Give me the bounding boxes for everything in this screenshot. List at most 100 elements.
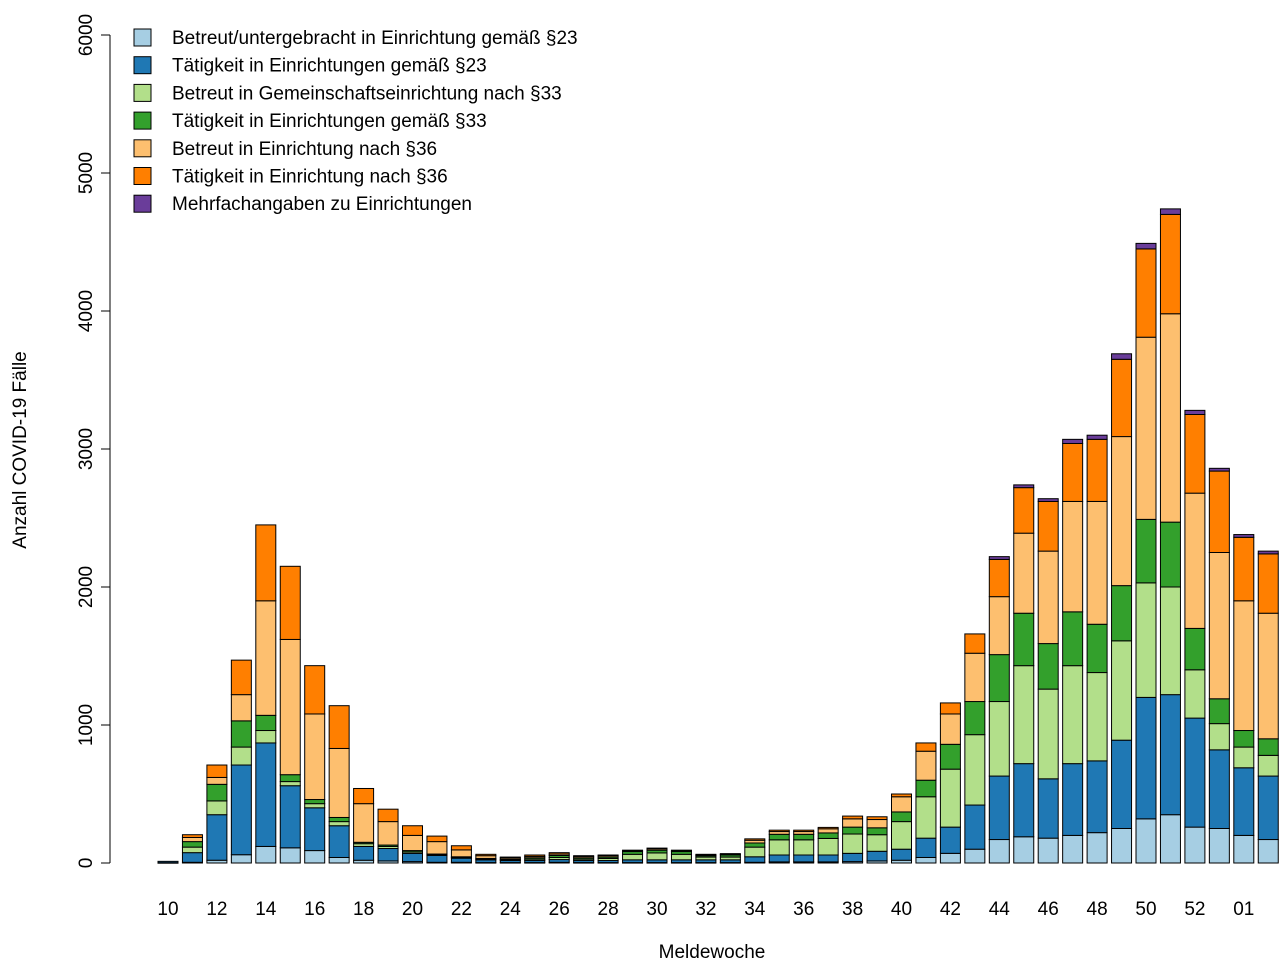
bar-segment-52-s6 [1184,409,1206,415]
bar-stack-12 [206,764,228,864]
bar-stack-26 [548,852,570,864]
bar-segment-35-s2 [768,839,790,856]
bar-segment-53-s1 [1208,749,1230,830]
bar-segment-13-s2 [230,746,252,766]
bar-segment-16-s0 [304,850,326,864]
bar-segment-50-s0 [1135,818,1157,864]
bar-segment-52-s3 [1184,627,1206,671]
bar-segment-13-s5 [230,659,252,696]
bar-segment-49-s3 [1111,585,1133,642]
bar-segment-50-s1 [1135,696,1157,820]
bar-stack-42 [939,702,961,864]
bar-segment-22-s1 [450,857,472,863]
bar-segment-12-s4 [206,776,228,785]
bar-segment-12-s1 [206,814,228,861]
bar-stack-36 [793,829,815,864]
bar-stack-47 [1062,438,1084,864]
bar-segment-45-s1 [1013,763,1035,838]
bar-segment-46-s0 [1037,837,1059,864]
bar-stack-37 [817,826,839,864]
bar-segment-01-s6 [1233,534,1255,538]
bar-segment-02-s1 [1257,775,1279,841]
bar-segment-11-s1 [181,852,203,863]
bar-segment-17-s4 [328,747,350,818]
bar-segment-29-s5 [622,849,644,852]
bar-segment-33-s5 [719,853,741,855]
bar-stack-01 [1233,534,1255,864]
bar-segment-40-s5 [891,793,912,798]
bar-stack-50 [1135,242,1157,864]
bar-segment-02-s5 [1257,553,1279,614]
bar-segment-16-s1 [304,807,326,852]
bar-segment-50-s5 [1135,248,1157,338]
x-tick-label-10: 10 [157,899,178,920]
bar-stack-35 [768,829,790,864]
bar-segment-40-s2 [891,821,912,850]
bar-segment-14-s5 [255,524,277,602]
bar-segment-38-s3 [842,826,864,835]
bar-segment-11-s3 [181,841,203,848]
bar-segment-44-s0 [988,839,1010,864]
bar-segment-15-s5 [279,565,301,640]
bar-segment-48-s0 [1086,832,1108,864]
bar-segment-48-s1 [1086,760,1108,834]
y-tick-label-5: 5000 [76,152,97,194]
bar-segment-52-s5 [1184,414,1206,494]
bar-segment-37-s3 [817,832,839,839]
bar-stack-11 [181,834,203,864]
bar-stack-17 [328,705,350,864]
bar-segment-49-s0 [1111,828,1133,864]
bar-stack-48 [1086,434,1108,864]
bar-segment-28-s5 [597,854,619,857]
bar-segment-36-s1 [793,854,815,863]
bar-segment-23-s5 [475,853,497,857]
bar-segment-45-s6 [1013,484,1035,489]
bar-segment-42-s1 [939,826,961,854]
x-tick-label-28: 28 [598,899,619,920]
bar-segment-12-s2 [206,800,228,816]
bar-segment-16-s3 [304,799,326,805]
bar-segment-17-s3 [328,816,350,823]
bar-segment-41-s0 [915,856,937,864]
x-tick-label-46: 46 [1038,899,1059,920]
bar-stack-29 [622,849,644,864]
bar-segment-19-s5 [377,808,399,823]
bar-segment-46-s1 [1037,778,1059,839]
bar-segment-47-s3 [1062,611,1084,667]
bar-segment-51-s0 [1159,814,1181,864]
bar-stack-18 [353,787,375,864]
bar-segment-50-s4 [1135,336,1157,520]
bar-segment-02-s2 [1257,754,1279,777]
bar-segment-32-s5 [695,853,717,856]
bar-segment-01-s2 [1233,746,1255,769]
y-axis: 0 1000 2000 3000 4000 5000 6000 [76,14,111,868]
x-axis-label: Meldewoche [659,942,766,963]
bar-stack-43 [964,633,986,864]
bar-segment-14-s2 [255,730,277,744]
bar-segment-41-s1 [915,837,937,858]
bar-segment-52-s0 [1184,826,1206,864]
bar-segment-45-s4 [1013,532,1035,614]
bar-segment-11-s4 [181,836,203,843]
bar-segment-29-s2 [622,853,644,861]
bar-segment-15-s3 [279,774,301,783]
bar-stack-40 [891,793,912,864]
bar-segment-53-s3 [1208,698,1230,725]
bar-segment-41-s3 [915,779,937,798]
bar-stack-20 [402,825,423,864]
bar-stack-41 [915,742,937,864]
bar-segment-02-s3 [1257,738,1279,756]
x-tick-label-34: 34 [744,899,766,920]
y-tick-label-1: 1000 [76,704,97,746]
bar-segment-21-s4 [426,841,448,855]
bar-segment-14-s1 [255,742,277,847]
bar-segment-40-s3 [891,811,912,823]
bar-segment-47-s5 [1062,442,1084,502]
bar-segment-47-s6 [1062,438,1084,444]
bar-segment-42-s2 [939,768,961,828]
bar-stack-25 [524,854,546,864]
bar-stack-45 [1013,484,1035,864]
bar-segment-38-s5 [842,815,864,820]
bar-segment-19-s1 [377,848,399,862]
